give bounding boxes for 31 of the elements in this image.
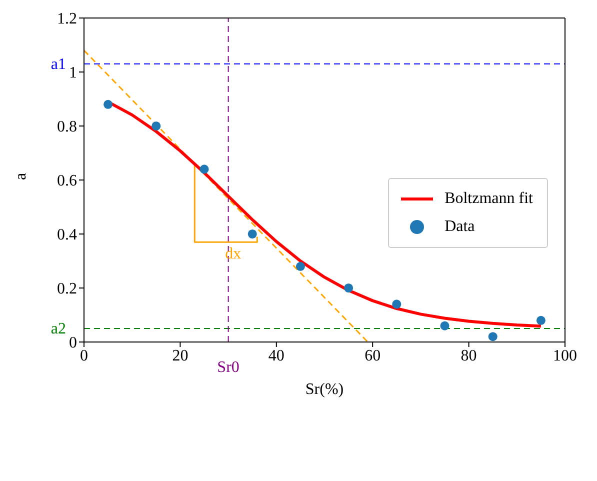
legend-label: Boltzmann fit	[444, 190, 533, 208]
point	[536, 316, 546, 325]
ref-line-label: a1	[50, 56, 66, 73]
x-tick-label: 100	[553, 347, 577, 364]
x-tick-label: 80	[460, 347, 477, 364]
y-tick-label: 1	[69, 64, 77, 82]
point	[296, 262, 305, 271]
ref-line-label: Sr0	[217, 359, 240, 376]
legend-label: Data	[444, 218, 475, 236]
y-tick-label: 0.4	[57, 226, 77, 244]
x-axis-title: Sr(%)	[305, 381, 344, 398]
point	[248, 229, 257, 239]
point	[488, 332, 498, 342]
point	[392, 300, 402, 309]
y-axis-title: a	[12, 172, 30, 180]
point	[200, 164, 209, 174]
ref-line-label: a2	[50, 320, 66, 338]
x-tick-label: 40	[268, 347, 284, 364]
y-tick-label: 0.6	[57, 172, 77, 190]
point	[152, 121, 161, 131]
point	[440, 321, 450, 330]
point	[344, 283, 354, 293]
x-tick-label: 0	[80, 347, 88, 364]
y-tick-label: 0.8	[57, 118, 77, 136]
annotation: dx	[225, 246, 242, 263]
y-tick-label: 0.2	[57, 280, 77, 298]
x-tick-label: 60	[364, 347, 381, 364]
y-tick-label: 1.2	[57, 10, 77, 28]
y-tick-label: 0	[69, 334, 77, 352]
point	[104, 100, 113, 109]
x-tick-label: 20	[172, 347, 188, 364]
